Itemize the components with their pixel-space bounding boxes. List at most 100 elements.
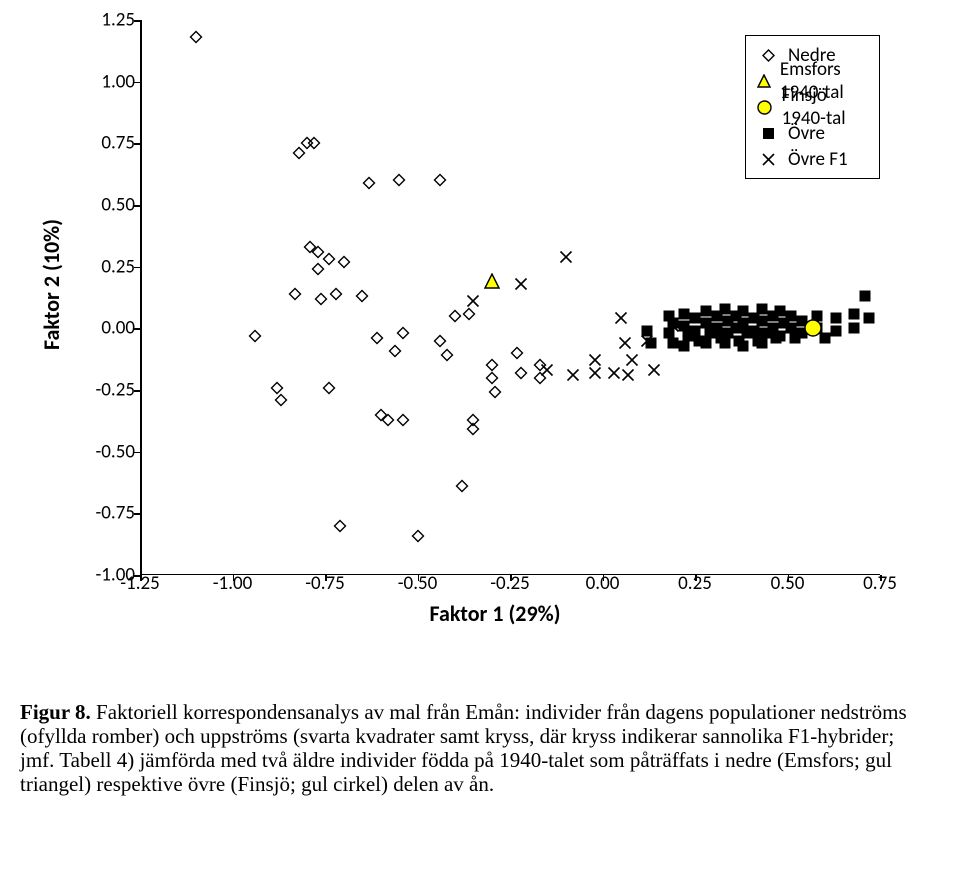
y-tick-label: -0.75 [80, 502, 135, 525]
marker-ovre [701, 306, 712, 317]
y-tick [134, 82, 140, 84]
y-tick [134, 205, 140, 207]
marker-ovre [756, 303, 767, 314]
legend-marker-finsjo [756, 95, 774, 119]
legend-box: NedreEmsfors 1940-talFinsjö 1940-talÖvre… [745, 35, 880, 179]
legend-label: Övre [788, 122, 825, 145]
x-tick-label: 0.50 [771, 572, 805, 595]
marker-ovref1 [640, 334, 653, 347]
marker-ovre [678, 308, 689, 319]
legend-marker-emsfors [756, 69, 772, 93]
marker-ovre [849, 308, 860, 319]
marker-ovref1 [515, 277, 528, 290]
x-tick-label: -1.00 [213, 572, 253, 595]
marker-nedre [370, 332, 383, 345]
plot-area: NedreEmsfors 1940-talFinsjö 1940-talÖvre… [140, 20, 880, 575]
legend-label: Övre F1 [788, 148, 848, 171]
marker-ovre [756, 315, 767, 326]
y-tick [134, 20, 140, 22]
marker-nedre [441, 349, 454, 362]
y-axis-line [140, 20, 142, 575]
marker-ovref1 [589, 366, 602, 379]
legend-marker-ovref1 [756, 147, 780, 171]
marker-nedre [189, 31, 202, 44]
marker-nedre [463, 307, 476, 320]
y-tick-label: 0.50 [80, 194, 135, 217]
x-tick-label: -0.75 [305, 572, 345, 595]
legend-marker-ovre [756, 121, 780, 145]
marker-ovref1 [541, 364, 554, 377]
legend-marker-nedre [756, 43, 780, 67]
y-tick [134, 390, 140, 392]
marker-nedre [433, 174, 446, 187]
marker-ovref1 [467, 295, 480, 308]
marker-nedre [389, 344, 402, 357]
marker-nedre [455, 480, 468, 493]
y-tick-label: 0.00 [80, 317, 135, 340]
x-tick-label: 0.25 [678, 572, 712, 595]
marker-nedre [381, 413, 394, 426]
marker-ovre [678, 340, 689, 351]
marker-ovref1 [607, 366, 620, 379]
marker-nedre [307, 137, 320, 150]
marker-ovre [775, 306, 786, 317]
marker-ovref1 [618, 337, 631, 350]
marker-ovre [738, 306, 749, 317]
marker-nedre [356, 290, 369, 303]
figure-label: Figur 8. [20, 700, 91, 724]
marker-ovre [786, 311, 797, 322]
marker-emsfors [484, 273, 500, 289]
marker-nedre [322, 253, 335, 266]
marker-nedre [485, 359, 498, 372]
x-tick-label: -0.50 [398, 572, 438, 595]
marker-nedre [467, 423, 480, 436]
legend-item-ovref1: Övre F1 [756, 146, 865, 172]
y-tick [134, 328, 140, 330]
marker-nedre [274, 393, 287, 406]
marker-ovref1 [622, 369, 635, 382]
marker-nedre [433, 334, 446, 347]
marker-ovre [756, 338, 767, 349]
marker-nedre [337, 255, 350, 268]
marker-ovre [775, 330, 786, 341]
caption-text: Faktoriell korrespondensanalys av mal fr… [20, 700, 907, 796]
y-tick-label: -0.50 [80, 440, 135, 463]
marker-finsjo [804, 319, 822, 337]
marker-ovref1 [589, 354, 602, 367]
marker-ovref1 [615, 312, 628, 325]
marker-nedre [515, 366, 528, 379]
marker-nedre [248, 329, 261, 342]
y-tick [134, 452, 140, 454]
marker-nedre [511, 347, 524, 360]
marker-ovre [849, 323, 860, 334]
x-tick-label: 0.00 [586, 572, 620, 595]
marker-nedre [396, 413, 409, 426]
marker-nedre [489, 386, 502, 399]
x-tick-label: -1.25 [120, 572, 160, 595]
legend-item-finsjo: Finsjö 1940-tal [756, 94, 865, 120]
marker-ovre [667, 338, 678, 349]
marker-ovre [830, 325, 841, 336]
x-tick-label: -0.25 [490, 572, 530, 595]
y-tick-label: -0.25 [80, 379, 135, 402]
marker-ovre [690, 313, 701, 324]
marker-nedre [485, 371, 498, 384]
marker-ovre [719, 338, 730, 349]
marker-ovref1 [648, 364, 661, 377]
y-axis-title: Faktor 2 (10%) [38, 219, 65, 350]
x-axis-title: Faktor 1 (29%) [80, 600, 910, 627]
marker-nedre [289, 287, 302, 300]
marker-ovref1 [566, 369, 579, 382]
y-tick-label: 1.25 [80, 9, 135, 32]
marker-ovref1 [559, 250, 572, 263]
marker-ovre [860, 291, 871, 302]
marker-ovref1 [626, 354, 639, 367]
scatter-chart: Faktor 2 (10%) -1.00-0.75-0.50-0.250.000… [80, 10, 910, 620]
marker-nedre [270, 381, 283, 394]
marker-nedre [393, 174, 406, 187]
y-tick [134, 143, 140, 145]
marker-nedre [411, 529, 424, 542]
y-tick [134, 513, 140, 515]
marker-nedre [330, 287, 343, 300]
marker-ovre [719, 303, 730, 314]
